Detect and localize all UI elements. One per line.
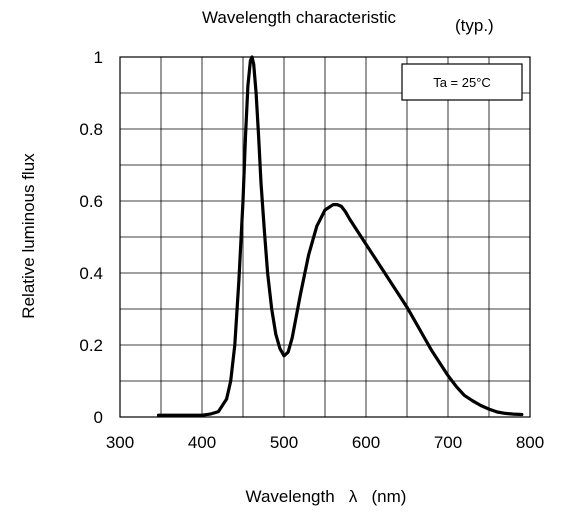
x-axis-label: Wavelength λ (nm) bbox=[245, 487, 407, 506]
x-tick-label: 600 bbox=[352, 433, 380, 452]
series-line bbox=[156, 55, 524, 417]
annotation-box bbox=[401, 63, 523, 101]
tick-labels: 300 400 500 600 700 800 0 0.2 0.4 0.6 0.8 1 bbox=[79, 48, 544, 452]
annotation-text: Ta = 25°C bbox=[433, 75, 491, 90]
y-tick-label: 0 bbox=[94, 408, 103, 427]
x-tick-label: 400 bbox=[188, 433, 216, 452]
x-tick-label: 800 bbox=[516, 433, 544, 452]
y-tick-label: 0.2 bbox=[79, 336, 103, 355]
y-tick-label: 0.4 bbox=[79, 264, 103, 283]
x-tick-label: 500 bbox=[270, 433, 298, 452]
y-axis-label: Relative luminous flux bbox=[19, 153, 38, 319]
x-tick-label: 300 bbox=[106, 433, 134, 452]
chart-title: Wavelength characteristic bbox=[202, 8, 397, 27]
x-tick-label: 700 bbox=[434, 433, 462, 452]
plot-frame bbox=[119, 56, 531, 418]
y-tick-label: 0.8 bbox=[79, 120, 103, 139]
y-tick-label: 1 bbox=[94, 48, 103, 67]
y-tick-label: 0.6 bbox=[79, 192, 103, 211]
chart-subtitle: (typ.) bbox=[455, 16, 494, 35]
grid-lines bbox=[120, 57, 530, 417]
